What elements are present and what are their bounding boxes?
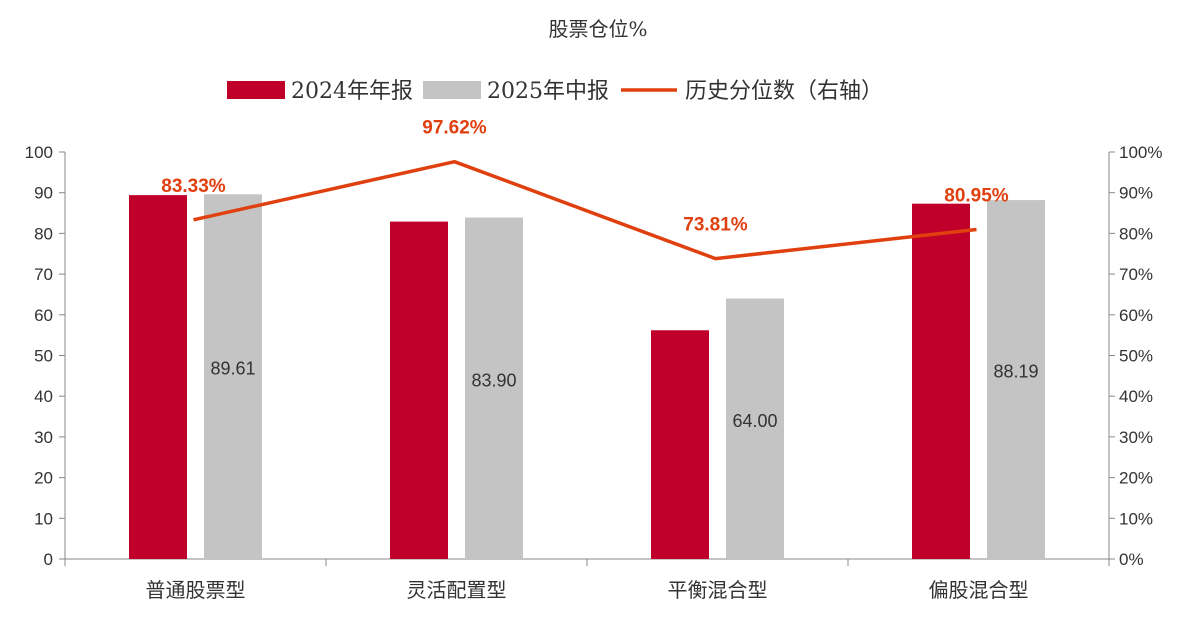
left-tick-label: 90 [34,184,53,203]
axes: 0 10 20 30 40 50 60 70 80 90 100 0% 10% 20% 30% 40% 50% 6… [25,143,1163,602]
bar [987,200,1045,559]
right-tick-label: 70% [1119,265,1153,284]
line-series [193,159,977,261]
right-tick-label: 30% [1119,428,1153,447]
left-tick-label: 20 [34,469,53,488]
x-tick-label: 偏股混合型 [929,578,1029,602]
left-tick-label: 100 [25,143,53,162]
right-tick-label: 60% [1119,306,1153,325]
chart-title: 股票仓位% [548,17,647,41]
bar-value-label: 64.00 [732,411,777,431]
bar [912,203,970,559]
right-tick-label: 100% [1119,143,1162,162]
left-tick-label: 0 [44,550,53,569]
left-tick-label: 10 [34,509,53,528]
right-tick-label: 0% [1119,550,1144,569]
right-tick-label: 90% [1119,184,1153,203]
line-point-label: 80.95% [944,186,1009,207]
x-tick-label: 灵活配置型 [407,578,507,602]
legend-label: 2025年中报 [487,79,609,104]
bar [390,221,448,560]
legend-label: 2024年年报 [291,79,413,104]
legend: 2024年年报 2025年中报 历史分位数（右轴） [227,79,883,104]
data-labels: 89.61 83.90 64.00 88.19 83.33% 97.62% 73.81% 80… [161,118,1038,431]
line-point-label: 83.33% [161,176,226,197]
legend-swatch [423,81,481,99]
right-tick-label: 40% [1119,387,1153,406]
bar [651,330,709,559]
left-tick-label: 60 [34,306,53,325]
line-point-label: 97.62% [422,118,487,139]
line-point-label: 73.81% [683,215,748,236]
x-tick-label: 普通股票型 [146,578,246,602]
right-tick-label: 80% [1119,224,1153,243]
bar-value-label: 88.19 [993,362,1038,382]
legend-swatch [227,81,285,99]
bar [465,217,523,560]
left-tick-label: 70 [34,265,53,284]
bar [726,298,784,559]
bars [129,194,1045,560]
bar-value-label: 83.90 [471,370,516,390]
bar [129,195,187,559]
left-tick-label: 40 [34,387,53,406]
left-tick-label: 50 [34,347,53,366]
legend-label: 历史分位数（右轴） [685,79,883,104]
right-tick-label: 20% [1119,469,1153,488]
bar [204,194,262,559]
line-series-path [193,159,977,261]
left-tick-label: 80 [34,224,53,243]
left-tick-label: 30 [34,428,53,447]
right-tick-label: 10% [1119,509,1153,528]
x-tick-label: 平衡混合型 [668,578,768,602]
right-tick-label: 50% [1119,347,1153,366]
bar-value-label: 89.61 [210,359,255,379]
